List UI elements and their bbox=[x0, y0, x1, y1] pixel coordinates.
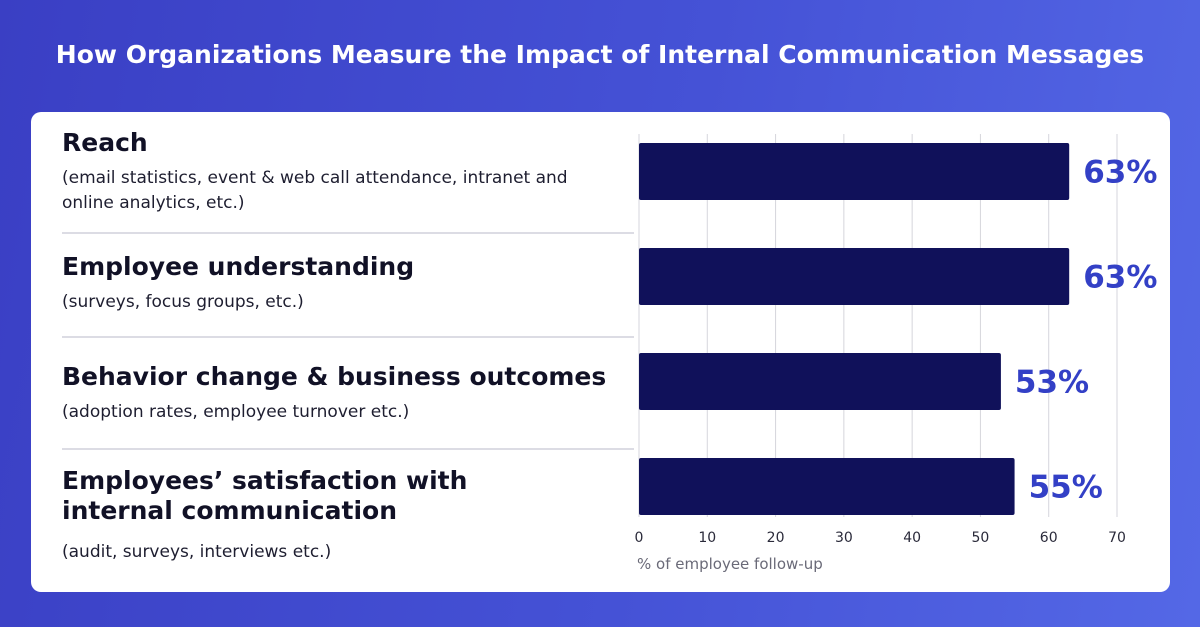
data-label: 55% bbox=[1029, 470, 1103, 506]
x-tick-label: 60 bbox=[1040, 530, 1058, 546]
data-label: 63% bbox=[1083, 260, 1157, 296]
x-tick-label: 40 bbox=[903, 530, 921, 546]
category-detail: (adoption rates, employee turnover etc.) bbox=[62, 402, 410, 422]
category-heading: Reach bbox=[62, 128, 148, 157]
x-axis-label: % of employee follow-up bbox=[637, 555, 823, 573]
category-detail: (surveys, focus groups, etc.) bbox=[62, 292, 304, 312]
x-tick-label: 30 bbox=[835, 530, 853, 546]
bar bbox=[639, 458, 1015, 515]
bar-chart: 0 10 20 30 40 50 60 70 63% 63% 53% 55% % of employee… bbox=[635, 134, 1157, 573]
data-label: 53% bbox=[1015, 365, 1089, 401]
data-label: 63% bbox=[1083, 155, 1157, 191]
bar bbox=[639, 353, 1001, 410]
category-detail: (audit, surveys, interviews etc.) bbox=[62, 542, 332, 562]
bar bbox=[639, 143, 1070, 200]
category-reach: Reach (email statistics, event & web cal… bbox=[62, 128, 602, 216]
category-heading: Behavior change & business outcomes bbox=[62, 362, 607, 391]
x-tick-label: 10 bbox=[698, 530, 716, 546]
x-tick-label: 20 bbox=[767, 530, 785, 546]
category-heading: Employee understanding bbox=[62, 252, 415, 281]
x-tick-label: 50 bbox=[972, 530, 990, 546]
bar bbox=[639, 248, 1070, 305]
divider bbox=[62, 336, 634, 338]
x-tick-label: 0 bbox=[635, 530, 644, 546]
divider bbox=[62, 448, 634, 450]
content-card: Reach (email statistics, event & web cal… bbox=[31, 112, 1170, 592]
category-detail: (email statistics, event & web call atte… bbox=[62, 168, 568, 213]
category-behavior-change: Behavior change & business outcomes (ado… bbox=[62, 362, 642, 425]
divider bbox=[62, 232, 634, 234]
category-employee-satisfaction: Employees’ satisfaction with internal co… bbox=[62, 466, 532, 565]
page-title: How Organizations Measure the Impact of … bbox=[55, 40, 1145, 69]
category-heading: Employees’ satisfaction with internal co… bbox=[62, 466, 468, 525]
category-employee-understanding: Employee understanding (surveys, focus g… bbox=[62, 252, 602, 315]
x-tick-label: 70 bbox=[1108, 530, 1126, 546]
